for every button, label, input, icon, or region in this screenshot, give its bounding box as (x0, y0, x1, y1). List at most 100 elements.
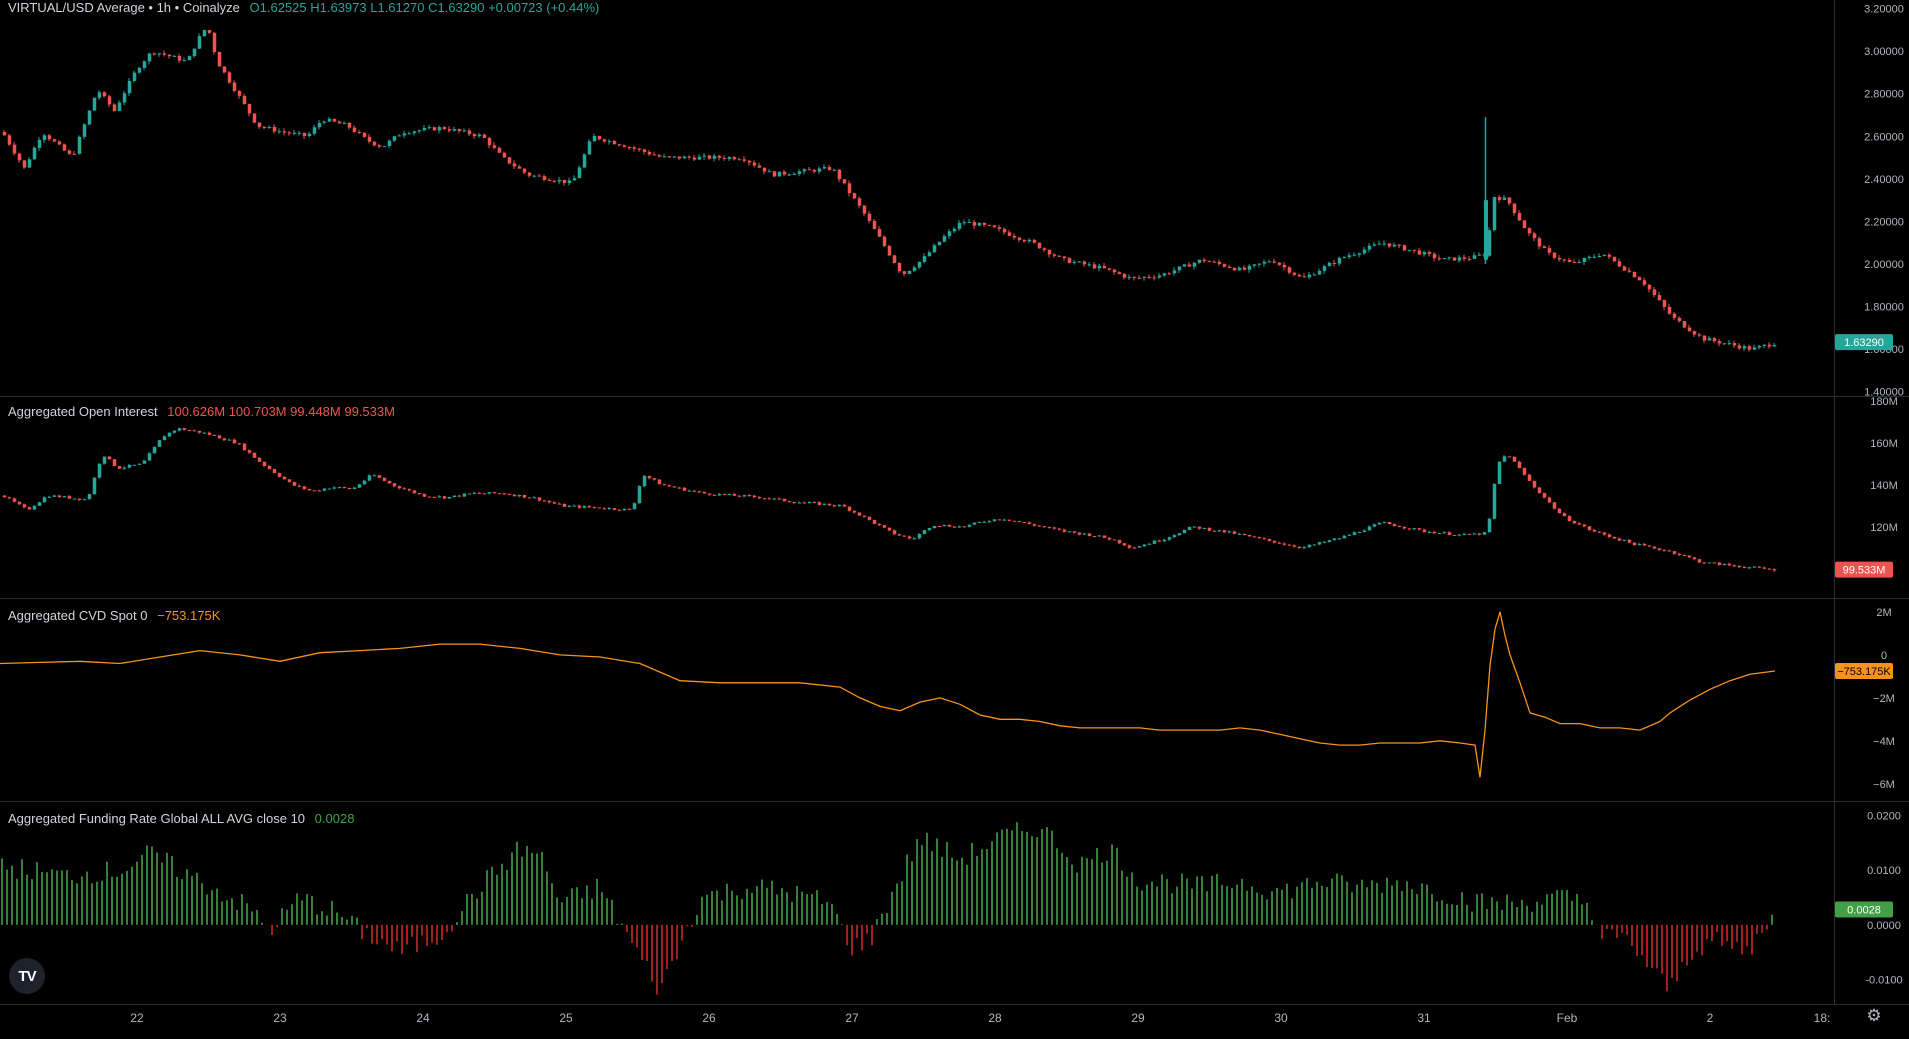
candle-body (927, 252, 932, 257)
candle-body (142, 460, 147, 464)
candle-body (252, 113, 257, 123)
candle-body (1472, 533, 1477, 535)
candle-body (1337, 257, 1342, 264)
candle-body (552, 502, 557, 504)
candle-body (1027, 522, 1032, 525)
y-tick-label-0-9: 1.40000 (1864, 387, 1904, 399)
x-tick-label-0: 22 (130, 1011, 144, 1025)
candle-body (777, 498, 782, 500)
candle-body (757, 165, 762, 168)
candle-body (482, 134, 487, 138)
candle-body (1047, 249, 1052, 255)
candle-body (12, 498, 17, 502)
candle-body (917, 261, 922, 268)
candle-body (1072, 261, 1077, 264)
candle-body (972, 522, 977, 525)
candle-body (1067, 258, 1072, 264)
candle-body (357, 484, 362, 488)
candle-body (557, 503, 562, 505)
candle-body (32, 147, 37, 160)
candle-body (1617, 261, 1622, 267)
candle-body (1537, 487, 1542, 494)
x-tick-label-3: 25 (559, 1011, 573, 1025)
candle-body (967, 222, 972, 224)
candle-body (212, 434, 217, 436)
candle-body (582, 154, 587, 168)
candle-body (412, 131, 417, 134)
candle-body (867, 516, 872, 520)
candle-body (1492, 483, 1497, 519)
candle-body (762, 498, 767, 500)
candle-body (512, 494, 517, 497)
candle-body (72, 498, 77, 500)
candle-body (1682, 554, 1687, 556)
tradingview-logo-icon[interactable]: TV (9, 958, 45, 994)
candle-body (712, 494, 717, 496)
candle-body (817, 168, 822, 172)
candle-body (1762, 344, 1767, 346)
candle-body (1122, 273, 1127, 278)
candle-body (102, 456, 107, 464)
candle-body (1457, 534, 1462, 536)
candle-body (857, 512, 862, 516)
candle-body (407, 133, 412, 135)
candle-body (1247, 534, 1252, 537)
candle-body (937, 241, 942, 246)
candle-body (1512, 456, 1517, 462)
candle-body (177, 55, 182, 61)
candle-body (417, 130, 422, 132)
candle-body (127, 464, 132, 468)
candle-body (272, 126, 277, 132)
candle-body (1282, 543, 1287, 545)
candle-body (287, 132, 292, 134)
candle-body (792, 502, 797, 504)
candle-body (377, 145, 382, 147)
candle-body (1747, 567, 1752, 569)
candle-body (687, 490, 692, 492)
candle-body (1257, 536, 1262, 539)
candle-body (627, 147, 632, 149)
candle-body (607, 508, 612, 510)
candle-body (1662, 550, 1667, 552)
candle-body (207, 432, 212, 435)
candle-body (1577, 262, 1582, 264)
x-tick-label-1: 23 (273, 1011, 287, 1025)
candle-body (147, 453, 152, 461)
candle-body (57, 141, 62, 145)
candle-body (427, 127, 432, 129)
candle-body (1627, 270, 1632, 272)
candle-body (277, 473, 282, 477)
candle-body (1687, 327, 1692, 332)
candle-body (612, 140, 617, 145)
candle-body (787, 174, 792, 176)
last-value-badge-0 (1835, 334, 1893, 351)
candle-body (1612, 256, 1617, 262)
candle-body (897, 262, 902, 272)
candle-body (552, 180, 557, 182)
candle-body (347, 122, 352, 128)
candle-body (782, 498, 787, 502)
candle-body (667, 156, 672, 158)
candle-body (272, 469, 277, 474)
candle-body (837, 169, 842, 180)
candle-body (1172, 270, 1177, 274)
candle-body (727, 493, 732, 495)
candle-body (1422, 251, 1427, 255)
gear-icon[interactable]: ⚙ (1866, 1006, 1882, 1025)
candle-body (627, 508, 632, 510)
candle-body (752, 495, 757, 498)
candle-body (587, 141, 592, 155)
candle-body (1467, 258, 1472, 260)
candle-body (907, 270, 912, 274)
candle-body (422, 128, 427, 131)
oi-value-low: 99.448M (290, 404, 341, 419)
candle-body (1772, 344, 1777, 347)
candle-body (392, 136, 397, 141)
candle-body (362, 132, 367, 137)
y-tick-label-3-3: -0.0100 (1865, 974, 1902, 986)
candle-body (842, 504, 847, 507)
candle-body (732, 493, 737, 496)
last-value-badge-2 (1835, 663, 1893, 680)
candle-body (1227, 531, 1232, 533)
